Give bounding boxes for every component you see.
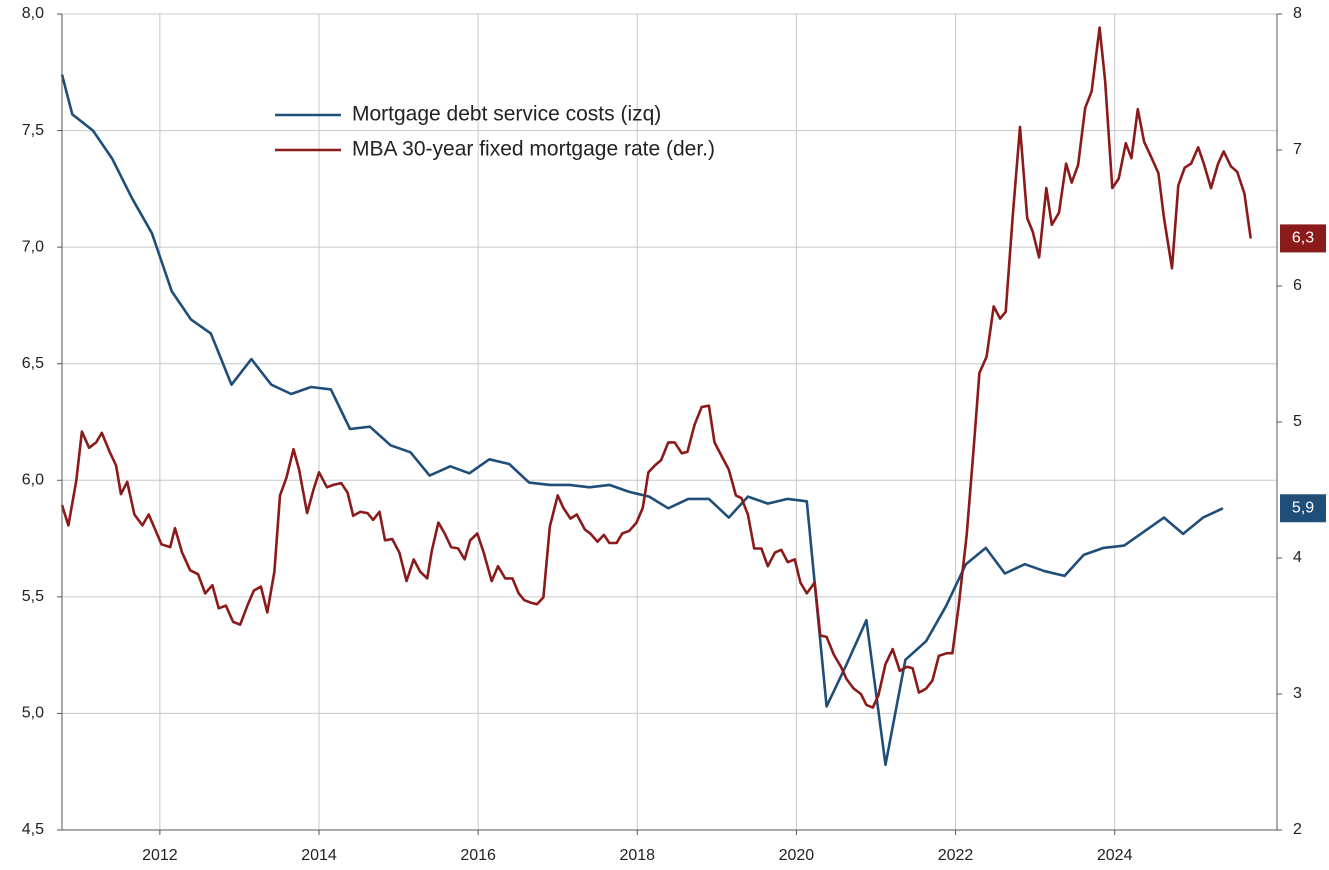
y2-tick-label: 7 [1293, 141, 1302, 158]
y2-tick-label: 5 [1293, 413, 1302, 430]
plot-area [60, 26, 1252, 766]
y2-tick-label: 6 [1293, 277, 1302, 294]
series-line [60, 26, 1252, 709]
y2-tick-label: 2 [1293, 821, 1302, 838]
series-line [60, 74, 1224, 766]
x-tick-label: 2012 [142, 847, 178, 864]
x-tick-label: 2024 [1097, 847, 1133, 864]
axes: 4,5 5,0 5,5 6,0 6,5 7,0 7,5 8,0 2 3 4 5 6 7 8 2012 2014 2… [22, 5, 1326, 864]
grid [62, 13, 1277, 831]
legend-label: Mortgage debt service costs (izq) [352, 103, 661, 126]
y-tick-label: 5,0 [22, 705, 44, 722]
y-tick-label: 6,0 [22, 472, 44, 489]
end-label: 5,9 [1292, 499, 1314, 516]
y-tick-label: 5,5 [22, 588, 44, 605]
x-tick-label: 2018 [619, 847, 655, 864]
end-label: 6,3 [1292, 230, 1314, 247]
x-tick-label: 2014 [301, 847, 337, 864]
x-tick-label: 2020 [779, 847, 815, 864]
y-tick-label: 7,0 [22, 238, 44, 255]
legend-label: MBA 30-year fixed mortgage rate (der.) [352, 138, 715, 161]
legend: Mortgage debt service costs (izq) MBA 30-… [275, 103, 715, 161]
y-tick-label: 6,5 [22, 355, 44, 372]
x-tick-label: 2022 [938, 847, 974, 864]
y-tick-label: 4,5 [22, 821, 44, 838]
y-tick-label: 7,5 [22, 122, 44, 139]
y2-tick-label: 3 [1293, 685, 1302, 702]
x-tick-label: 2016 [460, 847, 496, 864]
end-label-box [1280, 494, 1326, 523]
y2-tick-label: 4 [1293, 549, 1302, 566]
end-label-box [1280, 224, 1326, 253]
y2-tick-label: 8 [1293, 5, 1302, 22]
y-tick-label: 8,0 [22, 5, 44, 22]
